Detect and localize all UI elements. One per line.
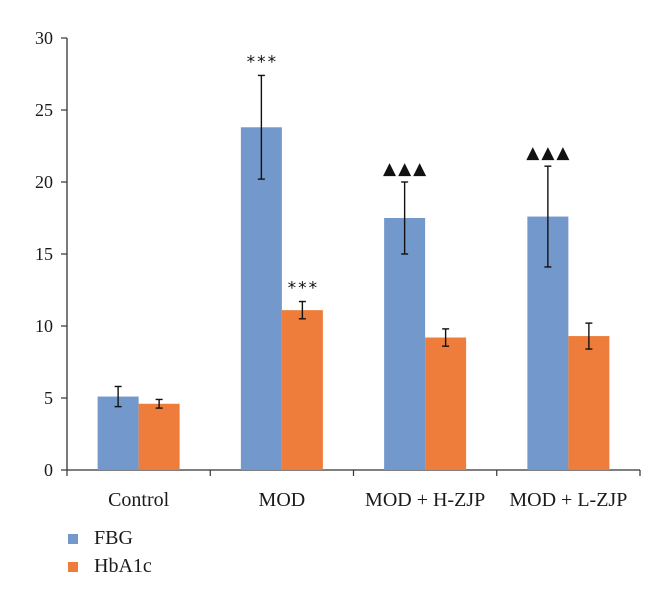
- chart-marks: *** *** ▲▲▲ ▲▲▲: [97, 52, 610, 470]
- bar-hba1c: [138, 403, 180, 470]
- x-category-label: MOD: [259, 489, 306, 511]
- bar-hba1c: [568, 336, 610, 470]
- bar-hba1c: [425, 337, 467, 470]
- bar-hba1c: [281, 310, 323, 470]
- bar-fbg: [384, 218, 426, 470]
- significance-annotation: ***: [288, 279, 320, 299]
- chart-axes: 0 5 10 15 20 25 30 Control MOD MOD + H-ZJP MOD + L…: [35, 28, 641, 511]
- legend-swatch-hba1c: [68, 562, 78, 572]
- x-category-label: MOD + H-ZJP: [365, 489, 485, 511]
- bar-fbg: [240, 127, 282, 470]
- significance-annotation: ▲▲▲: [383, 159, 428, 179]
- y-tick-label: 30: [35, 28, 53, 48]
- x-category-label: Control: [108, 489, 170, 511]
- legend-label-hba1c: HbA1c: [94, 555, 152, 577]
- y-tick-label: 0: [44, 460, 53, 480]
- significance-annotation: ***: [247, 52, 279, 72]
- y-tick-label: 10: [35, 316, 53, 336]
- chart-legend: FBG HbA1c: [68, 527, 152, 577]
- x-category-label: MOD + L-ZJP: [509, 489, 627, 511]
- y-tick-label: 5: [44, 388, 53, 408]
- legend-swatch-fbg: [68, 534, 78, 544]
- bar-fbg: [97, 396, 139, 470]
- significance-annotation: ▲▲▲: [526, 143, 571, 163]
- y-tick-label: 20: [35, 172, 53, 192]
- y-tick-label: 25: [35, 100, 53, 120]
- legend-label-fbg: FBG: [94, 527, 133, 549]
- y-tick-label: 15: [35, 244, 53, 264]
